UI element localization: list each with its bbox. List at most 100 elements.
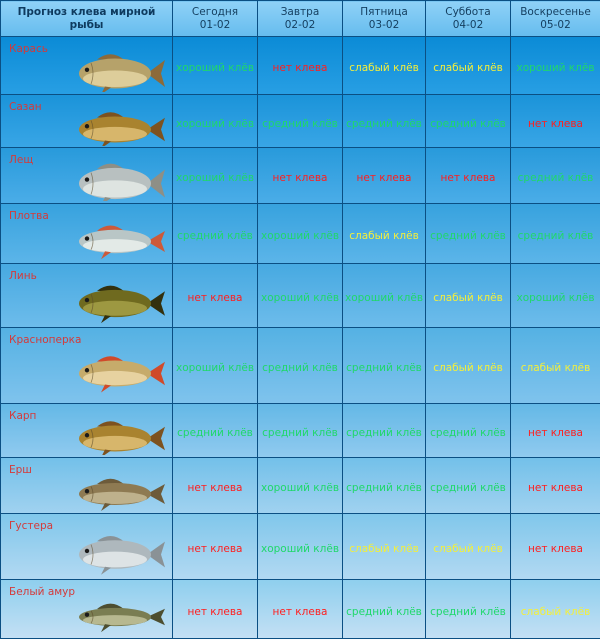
bream-fish-icon — [79, 164, 165, 202]
bite-status: средний клёв — [430, 426, 506, 439]
table-row: Лещ хороший клёв нет клева нет клева нет кле… — [0, 147, 600, 205]
bite-status: средний клёв — [517, 172, 594, 185]
grass-carp-fish-icon — [79, 603, 165, 633]
table-title: Прогноз клева мирной рыбы — [0, 0, 173, 37]
day-header: Сегодня 01-02 — [172, 0, 258, 37]
forecast-cell: хороший клёв — [172, 326, 258, 404]
day-header: Пятница 03-02 — [342, 0, 426, 37]
fish-cell: Плотва — [0, 203, 173, 264]
bite-status: слабый клёв — [520, 361, 591, 374]
bite-status: нет клева — [187, 605, 243, 618]
forecast-cell: нет клева — [510, 402, 600, 458]
bite-status: слабый клёв — [349, 230, 419, 243]
forecast-cell: хороший клёв — [172, 93, 258, 149]
bite-status: нет клева — [528, 426, 583, 439]
fish-name: Карась — [9, 43, 48, 55]
fish-cell: Лещ — [0, 147, 173, 205]
forecast-cell: нет клева — [510, 93, 600, 149]
day-name: Завтра — [280, 5, 320, 18]
forecast-cell: средний клёв — [425, 203, 511, 264]
bite-status: хороший клёв — [516, 61, 595, 74]
forecast-cell: хороший клёв — [342, 262, 426, 328]
day-name: Воскресенье — [520, 5, 591, 18]
forecast-cell: средний клёв — [172, 402, 258, 458]
table-row: Красноперка хороший клёв средний клёв средн… — [0, 326, 600, 404]
bite-status: хороший клёв — [175, 172, 255, 185]
day-header: Воскресенье 05-02 — [510, 0, 600, 37]
forecast-cell: средний клёв — [342, 93, 426, 149]
forecast-cell: нет клева — [510, 456, 600, 515]
day-name: Сегодня — [191, 5, 239, 18]
bite-status: средний клёв — [346, 605, 422, 618]
bite-status: средний клёв — [177, 230, 253, 243]
forecast-cell: нет клева — [342, 147, 426, 205]
forecast-cell: слабый клёв — [342, 36, 426, 95]
day-date: 05-02 — [540, 18, 571, 31]
forecast-cell: нет клева — [257, 36, 343, 95]
forecast-cell: слабый клёв — [425, 326, 511, 404]
crucian-fish-icon — [79, 54, 165, 92]
fish-cell: Сазан — [0, 93, 173, 149]
bite-status: нет клева — [187, 481, 243, 494]
day-date: 01-02 — [199, 18, 231, 31]
forecast-cell: нет клева — [257, 579, 343, 639]
fish-name: Лещ — [9, 154, 34, 167]
table-row: Карась хороший клёв нет клева слабый клёв сл… — [0, 36, 600, 95]
day-date: 04-02 — [452, 18, 484, 31]
bite-status: нет клева — [272, 61, 328, 74]
forecast-cell: хороший клёв — [172, 147, 258, 205]
table-row: Ерш нет клева хороший клёв средний клёв сред… — [0, 456, 600, 515]
bite-status: нет клева — [528, 481, 583, 494]
forecast-cell: средний клёв — [510, 147, 600, 205]
bite-status: средний клёв — [346, 361, 422, 374]
bite-status: хороший клёв — [516, 291, 595, 304]
fish-cell: Карп — [0, 402, 173, 458]
forecast-cell: средний клёв — [425, 579, 511, 639]
forecast-cell: нет клева — [172, 513, 258, 581]
forecast-cell: нет клева — [172, 579, 258, 639]
fish-name: Красноперка — [9, 333, 82, 346]
bite-status: хороший клёв — [175, 361, 255, 374]
table-row: Плотва средний клёв хороший клёв слабый клё… — [0, 203, 600, 264]
fish-name: Белый амур — [9, 586, 76, 599]
bite-status: средний клёв — [430, 230, 506, 243]
forecast-cell: средний клёв — [342, 579, 426, 639]
fish-name: Плотва — [9, 210, 49, 223]
table-row: Густера нет клева хороший клёв слабый клёв с… — [0, 513, 600, 581]
forecast-cell: хороший клёв — [510, 262, 600, 328]
fish-cell: Густера — [0, 513, 173, 581]
forecast-cell: хороший клёв — [257, 513, 343, 581]
bite-status: средний клёв — [517, 230, 594, 243]
bite-status: нет клева — [528, 543, 583, 556]
forecast-cell: средний клёв — [425, 402, 511, 458]
bite-status: хороший клёв — [175, 61, 255, 74]
bite-status: средний клёв — [430, 605, 506, 618]
table-row: Белый амур нет клева нет клева средний клёв… — [0, 579, 600, 639]
bite-status: средний клёв — [346, 117, 422, 130]
bite-status: средний клёв — [430, 481, 506, 494]
forecast-cell: средний клёв — [257, 93, 343, 149]
fish-cell: Белый амур — [0, 579, 173, 639]
fish-name: Сазан — [9, 100, 42, 113]
bite-status: нет клева — [528, 117, 583, 130]
bite-status: средний клёв — [346, 481, 422, 494]
bite-status: слабый клёв — [433, 291, 503, 304]
carp-fish-icon — [79, 421, 165, 455]
bite-status: слабый клёв — [349, 543, 419, 556]
silver-bream-fish-icon — [79, 536, 165, 576]
day-header: Суббота 04-02 — [425, 0, 511, 37]
bite-status: средний клёв — [262, 426, 338, 439]
fish-rows: Карась хороший клёв нет клева слабый клёв сл… — [0, 36, 600, 639]
fish-cell: Красноперка — [0, 326, 173, 404]
fish-name: Ерш — [9, 463, 32, 476]
bite-status: слабый клёв — [433, 61, 503, 74]
bite-status: хороший клёв — [260, 230, 340, 243]
day-header: Завтра 02-02 — [257, 0, 343, 37]
forecast-cell: слабый клёв — [510, 579, 600, 639]
forecast-cell: средний клёв — [257, 326, 343, 404]
forecast-cell: средний клёв — [342, 326, 426, 404]
bite-status: средний клёв — [262, 361, 338, 374]
forecast-cell: слабый клёв — [510, 326, 600, 404]
day-date: 03-02 — [368, 18, 400, 31]
